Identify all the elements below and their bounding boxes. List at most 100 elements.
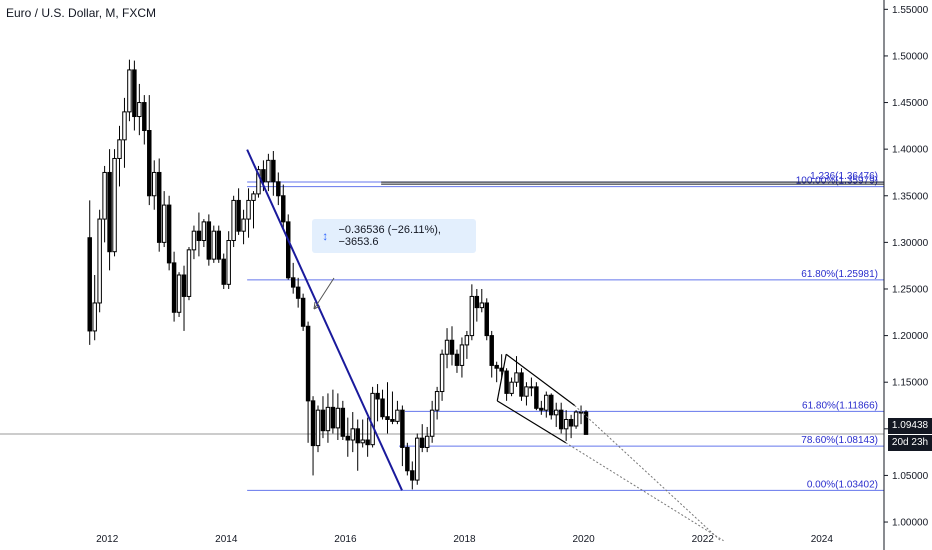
candle-body xyxy=(390,418,395,422)
candle-body xyxy=(285,221,291,279)
candle-body xyxy=(558,409,564,430)
candle-body xyxy=(405,446,410,472)
candle-body xyxy=(236,199,241,232)
candle-body xyxy=(107,171,112,253)
candle-body xyxy=(568,418,574,427)
channel-upper xyxy=(505,353,576,406)
x-tick-label: 2018 xyxy=(453,534,476,545)
candle-body xyxy=(549,394,554,416)
candle-body xyxy=(419,437,425,448)
candle-body xyxy=(261,169,266,183)
candle-body xyxy=(191,230,197,251)
y-tick-label: 1.20000 xyxy=(892,331,929,342)
countdown-tag: 20d 23h xyxy=(888,435,932,451)
candle-body xyxy=(206,221,212,260)
candle-body xyxy=(335,407,341,429)
candle-body xyxy=(102,171,107,220)
trendline xyxy=(246,149,403,491)
measure-tool-label[interactable]: ↕ −0.36536 (−26.11%), −3653.6 xyxy=(312,219,476,253)
arrow-head xyxy=(313,301,321,310)
candlestick-series xyxy=(87,59,589,490)
candle-body xyxy=(92,302,97,332)
candle-body xyxy=(161,204,167,243)
candle-body xyxy=(395,409,400,422)
candle-body xyxy=(444,339,450,355)
price-axis-bg xyxy=(884,0,932,550)
candle-body xyxy=(434,391,440,411)
y-tick-label: 1.35000 xyxy=(892,191,929,202)
channel-extension-upper xyxy=(574,405,721,542)
candle-body xyxy=(112,157,117,253)
candle-body xyxy=(226,240,231,285)
candle-body xyxy=(276,181,281,197)
y-tick-label: 1.55000 xyxy=(892,5,929,16)
y-tick-label: 1.50000 xyxy=(892,51,929,62)
channel-lower xyxy=(496,400,567,444)
x-tick-label: 2024 xyxy=(811,534,834,545)
channel-extension-lower xyxy=(565,442,724,542)
x-tick-label: 2022 xyxy=(692,534,715,545)
candle-body xyxy=(380,398,385,418)
fib-label: 100.00%(1.35979) xyxy=(796,176,878,187)
candle-body xyxy=(325,406,331,432)
fib-label: 61.80%(1.11866) xyxy=(802,400,878,411)
candle-body xyxy=(454,353,460,366)
candle-body xyxy=(87,237,92,332)
candle-body xyxy=(305,325,311,402)
candle-body xyxy=(122,111,127,141)
fib-label: 0.00%(1.03402) xyxy=(807,479,878,490)
y-tick-label: 1.25000 xyxy=(892,284,929,295)
candle-body xyxy=(216,230,221,260)
candle-body xyxy=(171,262,177,313)
candle-body xyxy=(97,218,102,304)
candle-body xyxy=(281,195,286,223)
candle-body xyxy=(355,428,360,444)
candle-body xyxy=(365,439,370,446)
candle-body xyxy=(504,370,509,394)
candle-body xyxy=(494,364,499,369)
candle-body xyxy=(290,277,296,288)
candle-body xyxy=(415,437,420,481)
x-tick-label: 2014 xyxy=(215,534,238,545)
candle-body xyxy=(509,381,514,394)
x-tick-label: 2016 xyxy=(334,534,357,545)
candle-body xyxy=(375,392,380,400)
annotation-arrow xyxy=(313,277,335,310)
candle-body xyxy=(147,130,152,197)
candle-body xyxy=(424,435,430,448)
candle-body xyxy=(519,372,524,397)
candle-body xyxy=(315,409,321,447)
candle-body xyxy=(529,386,534,389)
candle-body xyxy=(400,409,405,448)
candle-body xyxy=(295,286,301,299)
candle-body xyxy=(479,302,485,309)
candle-body xyxy=(300,297,306,327)
candle-body xyxy=(370,392,375,446)
candle-body xyxy=(152,171,157,197)
y-tick-label: 1.30000 xyxy=(892,238,929,249)
y-tick-label: 1.00000 xyxy=(892,518,929,529)
candle-body xyxy=(514,372,519,383)
candle-body xyxy=(573,411,579,427)
candle-body xyxy=(360,439,365,444)
candle-body xyxy=(320,409,326,432)
candle-body xyxy=(449,339,455,355)
candle-body xyxy=(142,102,147,132)
candle-body xyxy=(132,69,137,118)
candle-body xyxy=(474,295,480,309)
fib-label: 78.60%(1.08143) xyxy=(801,435,878,446)
candle-body xyxy=(534,386,539,409)
candle-body xyxy=(271,159,276,183)
candle-body xyxy=(201,221,207,242)
candle-body xyxy=(117,139,122,159)
drawings xyxy=(246,149,724,542)
fib-levels: 1.236(1.36476)100.00%(1.35979) 61.80%(1.2… xyxy=(0,171,884,491)
candle-body xyxy=(176,274,182,313)
measure-icon: ↕ xyxy=(322,229,329,243)
candle-body xyxy=(459,344,465,366)
candle-body xyxy=(221,258,226,285)
candle-body xyxy=(578,411,584,414)
candle-body xyxy=(539,407,544,411)
candle-body xyxy=(345,435,351,441)
candle-body xyxy=(524,386,529,397)
